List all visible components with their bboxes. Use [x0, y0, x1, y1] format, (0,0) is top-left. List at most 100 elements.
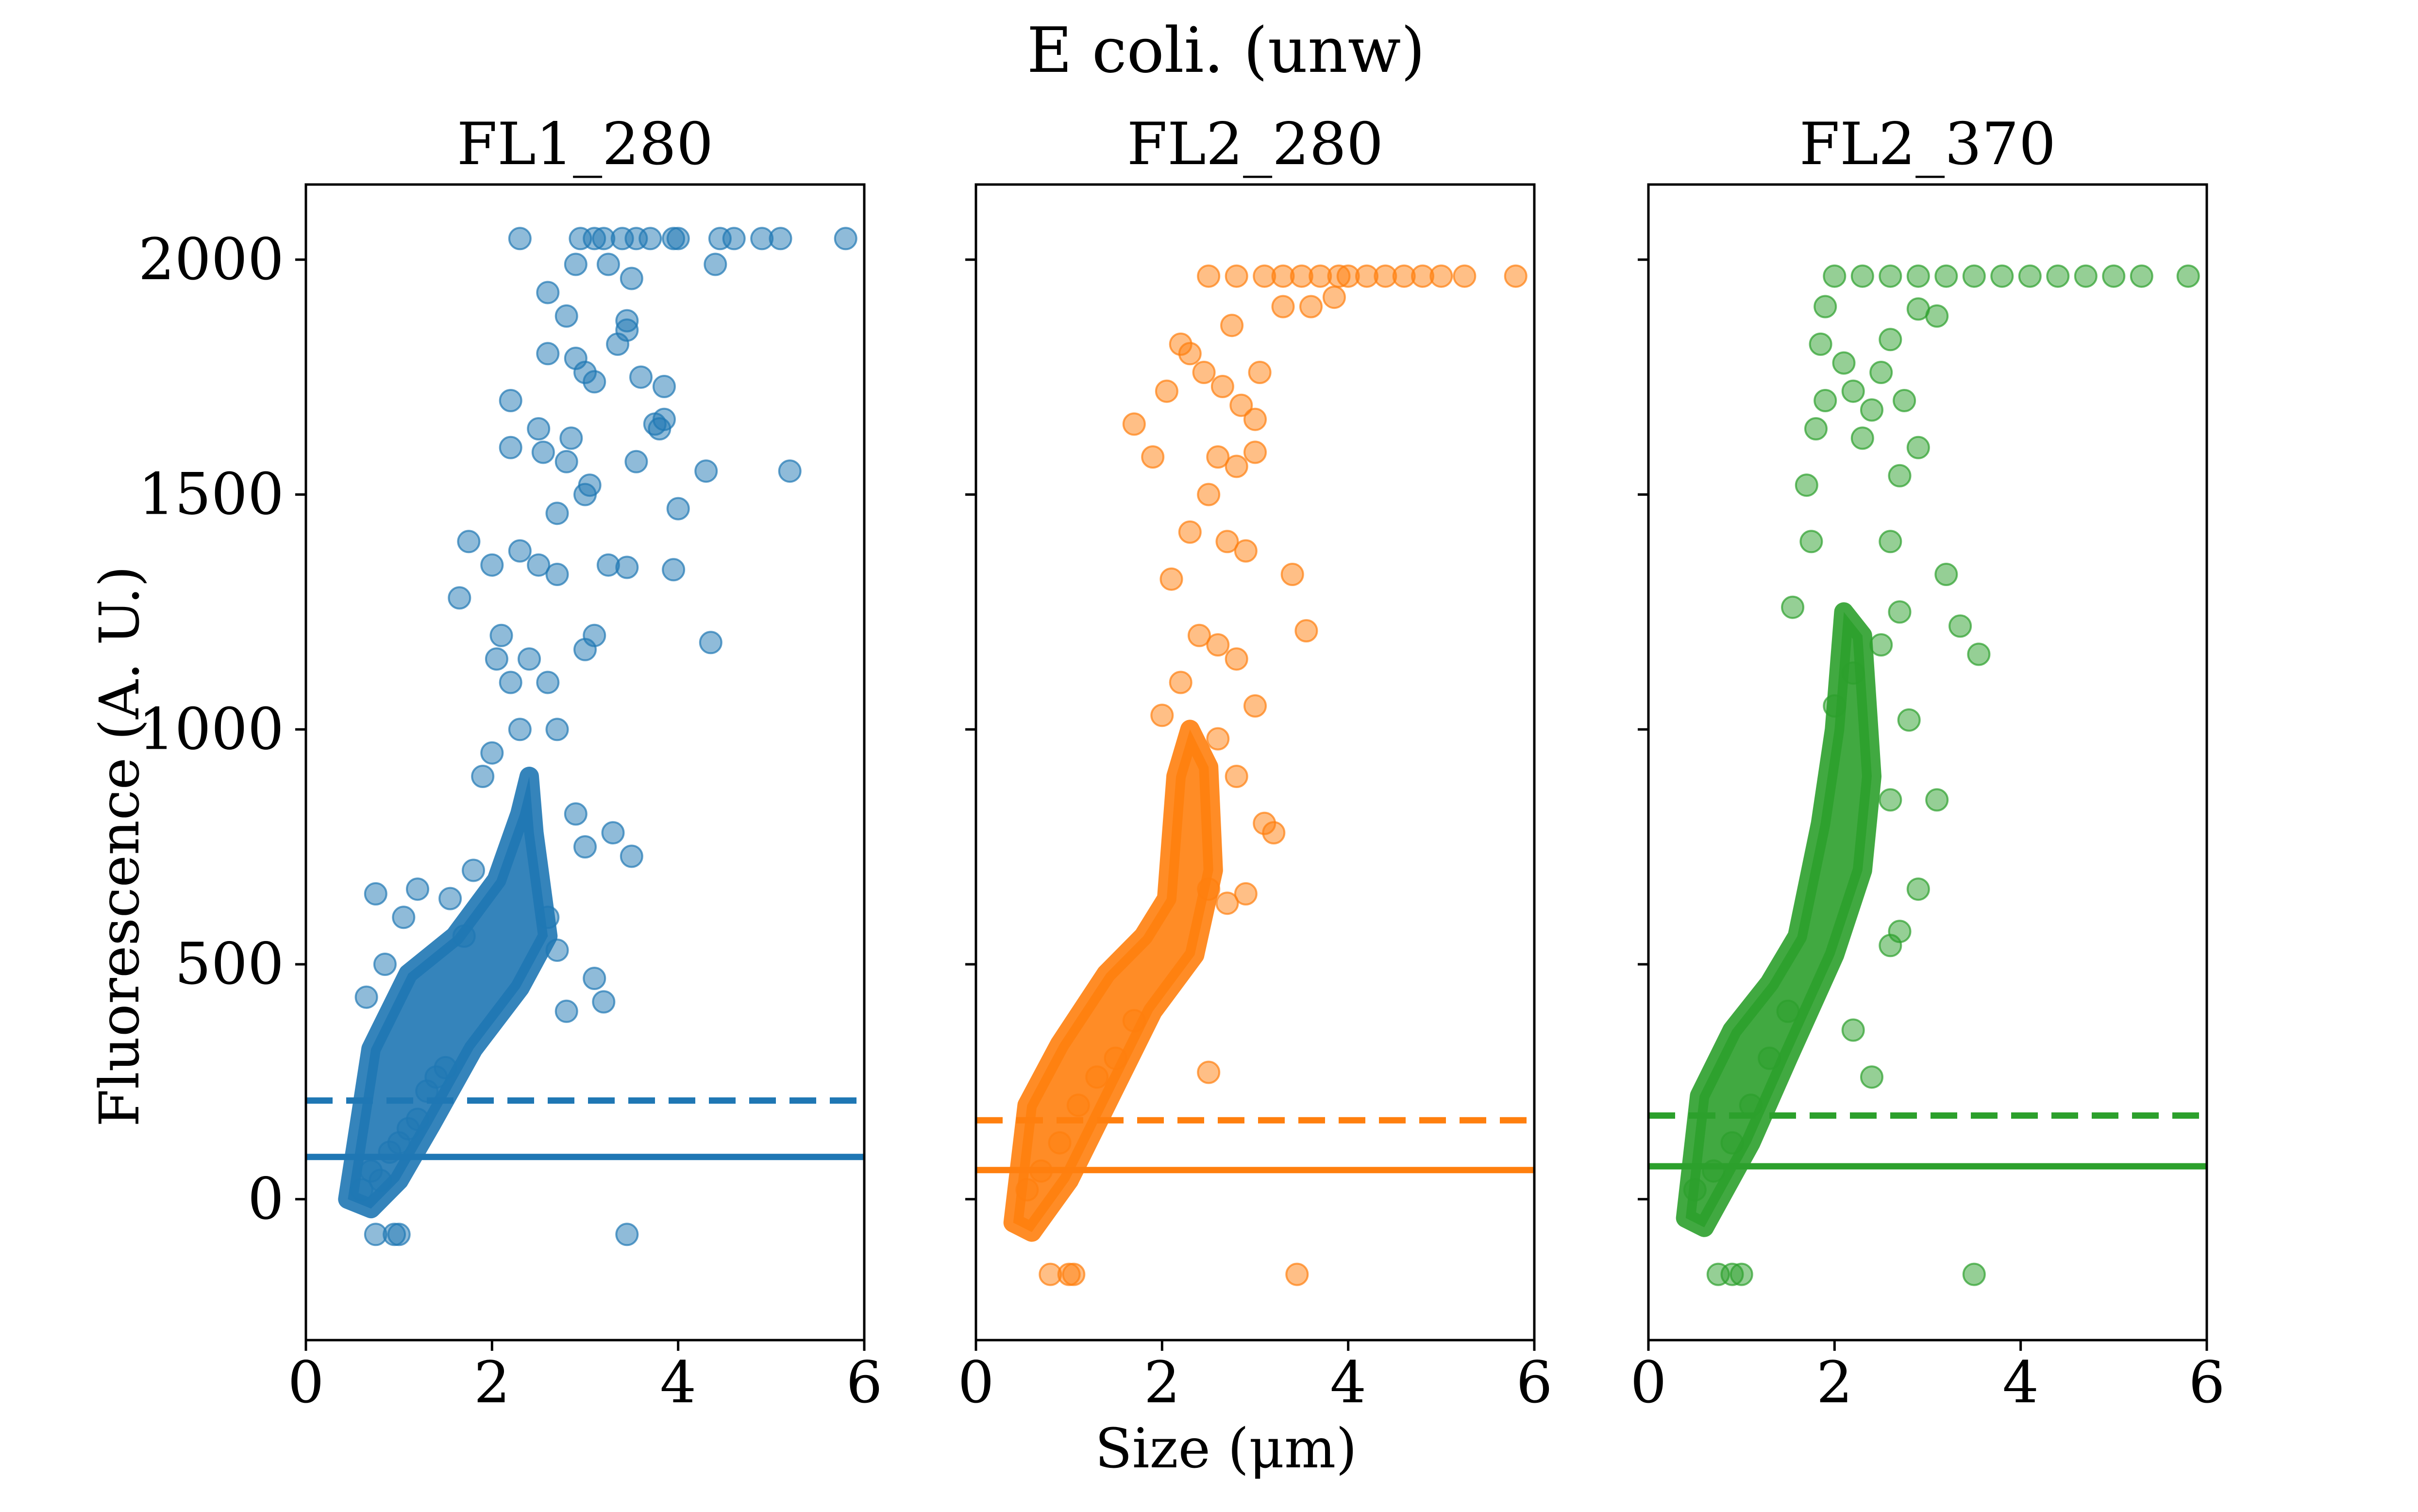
- scatter-point: [554, 304, 578, 328]
- scatter-point: [652, 407, 676, 431]
- scatter-point: [1879, 530, 1902, 554]
- scatter-point: [1322, 286, 1346, 309]
- scatter-point: [1869, 633, 1893, 657]
- scatter-point: [1795, 473, 1818, 497]
- scatter-point: [1210, 375, 1234, 398]
- scatter-point: [652, 375, 676, 398]
- scatter-point: [545, 939, 569, 962]
- scatter-point: [583, 967, 606, 990]
- scatter-point: [1285, 1262, 1309, 1286]
- scatter-point: [1122, 1009, 1146, 1033]
- x-tick-label: 0: [1630, 1349, 1666, 1416]
- y-tick-label: 0: [248, 1165, 284, 1232]
- scatter-point: [545, 502, 569, 525]
- scatter-point: [448, 586, 471, 610]
- scatter-point: [1776, 999, 1800, 1023]
- scatter-point: [578, 473, 602, 497]
- figure-suptitle: E coli. (unw): [1027, 15, 1425, 87]
- scatter-point: [1814, 295, 1837, 319]
- scatter-point: [1243, 694, 1267, 718]
- scatter-point: [354, 985, 378, 1009]
- scatter-point: [620, 267, 643, 290]
- scatter-point: [1169, 332, 1192, 356]
- x-tick-label: 0: [957, 1349, 994, 1416]
- scatter-point: [1309, 264, 1332, 288]
- scatter-point: [559, 426, 583, 450]
- x-tick-label: 2: [1144, 1349, 1180, 1416]
- scatter-point: [1225, 454, 1248, 478]
- dense-point-cloud: [338, 767, 558, 1219]
- scatter-point: [1832, 351, 1856, 375]
- scatter-point: [536, 342, 560, 366]
- scatter-point: [508, 718, 532, 741]
- panel-title: FL2_370: [1799, 111, 2056, 178]
- scatter-point: [508, 539, 532, 563]
- scatter-point: [834, 227, 857, 251]
- scatter-point: [499, 389, 522, 412]
- scatter-point: [2074, 264, 2098, 288]
- scatter-point: [1906, 436, 1930, 459]
- scatter-point: [1879, 328, 1902, 352]
- scatter-point: [1453, 264, 1477, 288]
- scatter-point: [694, 459, 718, 483]
- scatter-point: [1206, 633, 1230, 657]
- scatter-point: [1197, 264, 1221, 288]
- scatter-point: [1860, 398, 1883, 422]
- scatter-point: [1220, 314, 1244, 337]
- panel-1: FL1_280 0 2 4 6 0 500 1000 1500 2000: [138, 111, 883, 1416]
- scatter-point: [615, 318, 639, 342]
- scatter-point: [1280, 563, 1304, 586]
- scatter-point: [620, 844, 643, 868]
- scatter-point: [1925, 304, 1949, 328]
- panel-3: FL2_370 0 2 4 6: [1630, 111, 2225, 1416]
- scatter-point: [1299, 295, 1323, 319]
- scatter-point: [369, 1169, 392, 1193]
- x-tick-label: 0: [287, 1349, 324, 1416]
- scatter-point: [1730, 1262, 1753, 1286]
- scatter-point: [573, 835, 597, 859]
- scatter-point: [1888, 464, 1912, 487]
- scatter-point: [536, 906, 560, 929]
- scatter-point: [1243, 407, 1267, 431]
- scatter-point: [499, 436, 522, 459]
- scatter-point: [457, 530, 481, 554]
- axes-frame: [974, 183, 1536, 1342]
- scatter-point: [1841, 1018, 1865, 1042]
- scatter-point: [1934, 563, 1958, 586]
- scatter-point: [615, 1223, 639, 1246]
- scatter-point: [1823, 264, 1847, 288]
- x-tick-label: 6: [1516, 1349, 1552, 1416]
- panel-title: FL1_280: [457, 111, 713, 178]
- scatter-point: [704, 252, 727, 276]
- scatter-point: [1048, 1131, 1072, 1155]
- scatter-point: [545, 718, 569, 741]
- scatter-point: [545, 563, 569, 586]
- scatter-point: [2130, 264, 2153, 288]
- x-tick-label: 4: [1330, 1349, 1366, 1416]
- scatter-point: [406, 1108, 429, 1131]
- scatter-point: [1893, 389, 1916, 412]
- scatter-point: [1188, 623, 1211, 647]
- scatter-point: [1841, 379, 1865, 403]
- scatter-point: [583, 623, 606, 647]
- scatter-point: [601, 821, 625, 845]
- scatter-point: [1197, 877, 1221, 901]
- scatter-point: [1683, 1178, 1707, 1202]
- scatter-point: [1234, 882, 1258, 906]
- axes-frame: [304, 183, 866, 1342]
- scatter-point: [1122, 412, 1146, 436]
- scatter-point: [531, 440, 555, 464]
- scatter-point: [769, 227, 792, 251]
- scatter-point: [1720, 1131, 1744, 1155]
- scatter-point: [434, 1056, 457, 1079]
- dense-point-cloud: [1676, 602, 1881, 1237]
- scatter-point: [1758, 1046, 1781, 1070]
- scatter-point: [1934, 264, 1958, 288]
- scatter-point: [1850, 264, 1874, 288]
- scatter-point: [406, 877, 429, 901]
- axes-frame: [1647, 183, 2208, 1342]
- scatter-point: [1781, 595, 1805, 619]
- scatter-point: [480, 741, 504, 765]
- scatter-point: [1804, 417, 1828, 441]
